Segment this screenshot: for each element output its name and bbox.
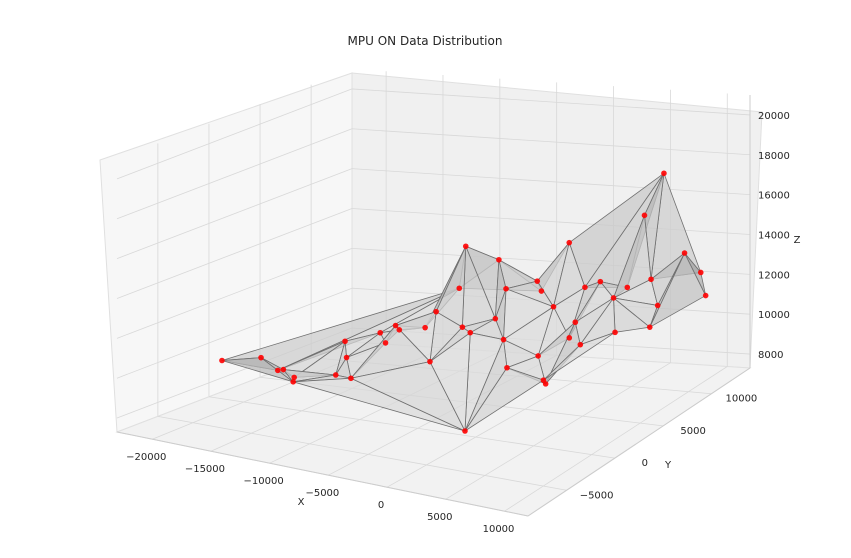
data-point <box>492 315 499 322</box>
data-point <box>348 375 354 382</box>
x-axis-line <box>116 431 529 517</box>
data-point <box>377 329 384 336</box>
z-grid-line <box>116 168 353 260</box>
x-grid-line <box>445 362 671 500</box>
x-tick-label: 5000 <box>427 512 452 523</box>
data-point <box>396 327 403 333</box>
data-point <box>382 340 389 346</box>
data-point <box>342 338 348 345</box>
data-point <box>467 329 474 336</box>
data-point <box>624 284 631 291</box>
x-tick-label: −15000 <box>185 464 225 475</box>
data-point <box>566 335 573 341</box>
z-grid-line <box>116 128 353 220</box>
z-tick-label: 16000 <box>758 191 790 202</box>
data-point <box>290 379 296 385</box>
data-point <box>572 319 579 326</box>
data-point <box>610 295 617 301</box>
z-tick-label: 20000 <box>758 111 790 122</box>
data-point <box>535 353 541 359</box>
y-tick-label: −5000 <box>580 490 614 501</box>
data-point <box>582 284 588 291</box>
data-point <box>646 324 653 330</box>
data-point <box>641 212 648 219</box>
surface-facet <box>543 331 616 381</box>
z-tick-label: 14000 <box>758 230 790 241</box>
y-axis-label: Y <box>664 460 672 471</box>
data-point <box>566 239 573 246</box>
x-grid-line <box>386 358 614 488</box>
y-tick-label: 5000 <box>680 426 705 437</box>
data-point <box>343 354 350 361</box>
data-point <box>332 372 339 378</box>
data-point <box>258 354 264 361</box>
data-point <box>462 428 468 434</box>
data-point <box>534 278 541 284</box>
data-point <box>577 341 584 348</box>
data-point <box>500 336 507 343</box>
data-point <box>456 285 463 292</box>
surface-facet <box>464 367 544 432</box>
data-point <box>219 357 225 364</box>
x-tick-labels: −20000 −15000 −10000 −5000 0 5000 10000 <box>126 452 514 535</box>
data-point <box>540 377 547 383</box>
z-grid-line <box>116 208 353 299</box>
data-point <box>462 243 469 250</box>
data-point <box>427 358 433 365</box>
data-point <box>459 324 466 330</box>
z-grid-line <box>116 247 353 339</box>
data-point <box>612 329 618 336</box>
x-tick-label: −5000 <box>305 488 339 499</box>
x-axis-label: X <box>298 497 305 508</box>
chart-title: MPU ON Data Distribution <box>348 34 503 48</box>
y-tick-label: 10000 <box>725 394 757 405</box>
data-point <box>597 278 604 285</box>
data-point <box>275 367 281 374</box>
z-tick-label: 8000 <box>758 350 783 361</box>
x-tick-label: 10000 <box>483 524 515 535</box>
z-tick-label: 10000 <box>758 310 790 321</box>
z-tick-label: 18000 <box>758 151 790 162</box>
data-point <box>291 374 297 381</box>
y-grid-line <box>208 396 615 459</box>
data-point <box>503 285 509 292</box>
axis-lines <box>116 95 751 517</box>
surface-facet <box>649 252 685 328</box>
z-grid-line <box>351 168 751 196</box>
data-point <box>538 288 545 294</box>
z-grid-line <box>116 88 353 180</box>
data-point <box>433 308 439 315</box>
z-axis-label: Z <box>794 235 801 246</box>
y-grid-line <box>157 415 567 491</box>
x-tick-label: −20000 <box>126 452 166 463</box>
data-point <box>280 366 287 373</box>
data-point <box>697 269 704 276</box>
data-point <box>681 250 688 256</box>
data-point <box>550 303 557 310</box>
surface-facet <box>429 332 471 432</box>
y-tick-labels: −5000 0 5000 10000 <box>580 394 758 502</box>
z-tick-labels: 8000 10000 12000 14000 16000 18000 20000 <box>758 111 790 361</box>
x-grid-line <box>504 366 728 512</box>
y-axis-line <box>527 367 751 517</box>
data-point <box>648 276 654 283</box>
data-point <box>422 324 428 331</box>
z-grid-line <box>351 88 751 116</box>
y-tick-label: 0 <box>642 458 648 469</box>
data-point <box>661 170 667 177</box>
data-point <box>392 322 399 329</box>
z-grid-line <box>116 287 353 379</box>
data-point <box>504 364 510 371</box>
z-tick-label: 12000 <box>758 270 790 281</box>
z-grid-line <box>351 128 751 156</box>
data-point <box>496 256 502 263</box>
scatter-points <box>219 170 709 434</box>
data-point <box>702 292 709 299</box>
x-tick-label: −10000 <box>244 476 284 487</box>
x-tick-label: 0 <box>378 500 384 511</box>
data-point <box>654 302 661 309</box>
